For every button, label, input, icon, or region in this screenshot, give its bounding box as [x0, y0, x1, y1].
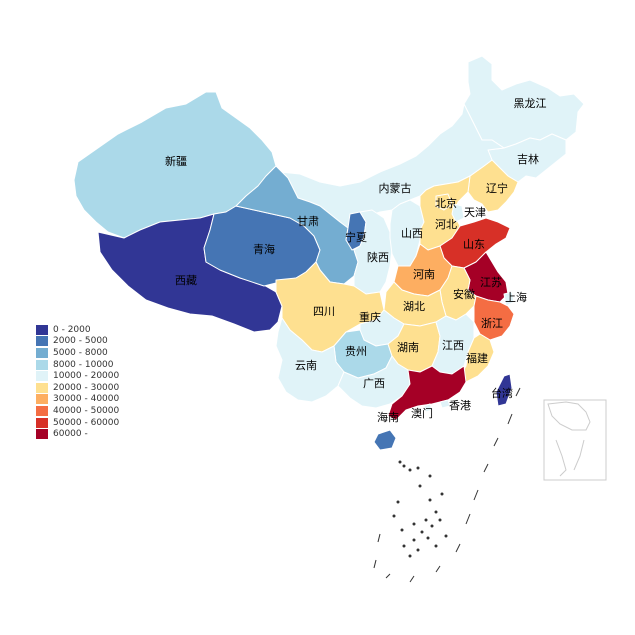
province-label-sichuan: 四川: [313, 305, 335, 318]
legend-swatch: [36, 429, 48, 440]
legend-label: 20000 - 30000: [53, 382, 120, 393]
legend: 0 - 2000 2000 - 5000 5000 - 8000 8000 - …: [36, 324, 119, 440]
province-label-liaoning: 辽宁: [486, 181, 508, 195]
province-label-shandong: 山东: [463, 238, 485, 251]
province-label-xianggang: 香港: [449, 399, 471, 412]
legend-label: 10000 - 20000: [53, 371, 120, 382]
province-tianjin[interactable]: [451, 203, 465, 223]
province-label-jiangsu: 江苏: [480, 276, 502, 289]
legend-item-5[interactable]: 20000 - 30000: [36, 382, 119, 394]
legend-item-4[interactable]: 10000 - 20000: [36, 370, 119, 382]
province-label-qinghai: 青海: [253, 242, 275, 256]
province-label-shanghai: 上海: [505, 290, 527, 304]
legend-label: 8000 - 10000: [53, 359, 114, 370]
legend-label: 0 - 2000: [53, 324, 91, 335]
province-label-aomen: 澳门: [411, 406, 433, 420]
south-china-sea-islands: [373, 387, 521, 583]
legend-item-2[interactable]: 5000 - 8000: [36, 347, 119, 359]
legend-swatch: [36, 371, 48, 382]
province-beijing[interactable]: [435, 193, 453, 211]
province-aomen[interactable]: [423, 403, 433, 413]
legend-swatch: [36, 347, 48, 358]
province-label-guangxi: 广西: [363, 377, 385, 390]
province-label-chongqing: 重庆: [359, 310, 381, 324]
legend-item-3[interactable]: 8000 - 10000: [36, 359, 119, 371]
legend-item-8[interactable]: 50000 - 60000: [36, 417, 119, 429]
legend-swatch: [36, 359, 48, 370]
province-label-guizhou: 贵州: [345, 345, 367, 358]
province-label-neimenggu: 内蒙古: [379, 181, 412, 195]
legend-item-0[interactable]: 0 - 2000: [36, 324, 119, 336]
province-liaoning[interactable]: [467, 159, 519, 213]
province-label-shaanxi: 陕西: [367, 250, 389, 264]
province-label-hainan: 海南: [377, 410, 399, 424]
province-label-jilin: 吉林: [517, 152, 539, 166]
province-jiangxi[interactable]: [431, 313, 475, 375]
legend-label: 2000 - 5000: [53, 336, 108, 347]
province-label-ningxia: 宁夏: [345, 230, 367, 244]
province-label-hubei: 湖北: [403, 300, 425, 313]
legend-swatch: [36, 405, 48, 416]
province-shanghai[interactable]: [503, 291, 515, 307]
province-label-taiwan: 台湾: [491, 386, 513, 400]
province-label-tianjin: 天津: [464, 206, 486, 219]
province-label-beijing: 北京: [435, 196, 457, 210]
legend-item-6[interactable]: 30000 - 40000: [36, 394, 119, 406]
province-label-anhui: 安徽: [453, 287, 475, 301]
legend-item-7[interactable]: 40000 - 50000: [36, 405, 119, 417]
legend-swatch: [36, 336, 48, 347]
province-label-heilongjiang: 黑龙江: [514, 97, 547, 110]
province-label-shanxi: 山西: [401, 227, 423, 240]
province-label-hebei: 河北: [435, 218, 457, 231]
legend-label: 30000 - 40000: [53, 394, 120, 405]
province-label-jiangxi: 江西: [442, 339, 464, 352]
legend-swatch: [36, 324, 48, 335]
province-label-yunnan: 云南: [295, 359, 317, 372]
province-label-xizang: 西藏: [175, 274, 197, 287]
province-label-gansu: 甘肃: [297, 215, 319, 228]
legend-label: 5000 - 8000: [53, 347, 108, 358]
legend-swatch: [36, 382, 48, 393]
legend-item-9[interactable]: 60000 -: [36, 428, 119, 440]
province-zhejiang[interactable]: [473, 295, 515, 341]
legend-swatch: [36, 417, 48, 428]
province-yunnan[interactable]: [275, 317, 345, 403]
legend-label: 40000 - 50000: [53, 405, 120, 416]
south-sea-inset: [543, 399, 607, 481]
province-label-hunan: 湖南: [397, 341, 419, 354]
legend-item-1[interactable]: 2000 - 5000: [36, 336, 119, 348]
legend-label: 50000 - 60000: [53, 417, 120, 428]
legend-label: 60000 -: [53, 429, 88, 440]
legend-swatch: [36, 394, 48, 405]
province-xianggang[interactable]: [439, 399, 451, 409]
province-taiwan[interactable]: [495, 373, 513, 407]
province-label-fujian: 福建: [466, 351, 488, 365]
province-label-henan: 河南: [413, 268, 435, 281]
province-label-xinjiang: 新疆: [165, 154, 187, 168]
province-label-zhejiang: 浙江: [481, 317, 503, 330]
province-hainan[interactable]: [373, 429, 397, 451]
